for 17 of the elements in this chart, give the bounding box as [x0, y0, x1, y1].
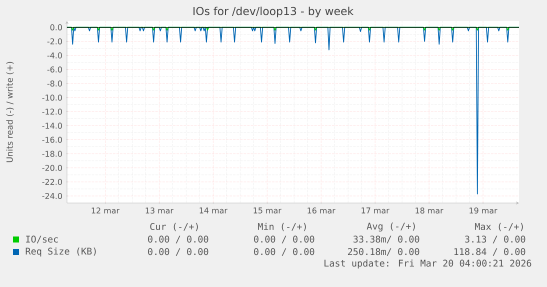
- text: 33.38m/ 0.00: [353, 236, 420, 244]
- legend-label: IO/sec: [26, 236, 58, 244]
- text: Avg (-/+): [366, 222, 415, 232]
- chart-title: IOs for /dev/loop13 - by week: [194, 6, 354, 18]
- legend-label: Req Size (KB): [26, 248, 96, 256]
- text: 0.00 / 0.00: [254, 236, 314, 244]
- text: Min (-/+): [258, 222, 306, 232]
- y-axis-title: Units read (-) / write (+): [6, 62, 14, 162]
- text: Max (-/+): [474, 222, 523, 232]
- text: 0.00 / 0.00: [148, 248, 208, 256]
- text: 0.00 / 0.00: [148, 236, 208, 244]
- text: 250.18m/ 0.00: [348, 248, 420, 256]
- text: 3.13 / 0.00: [465, 236, 526, 244]
- text: Last update: Fri Mar 20 04:00:21 2026: [324, 260, 532, 268]
- text: Cur (-/+): [150, 222, 198, 232]
- text: 118.84 / 0.00: [454, 248, 526, 256]
- text: 0.00 / 0.00: [254, 248, 314, 256]
